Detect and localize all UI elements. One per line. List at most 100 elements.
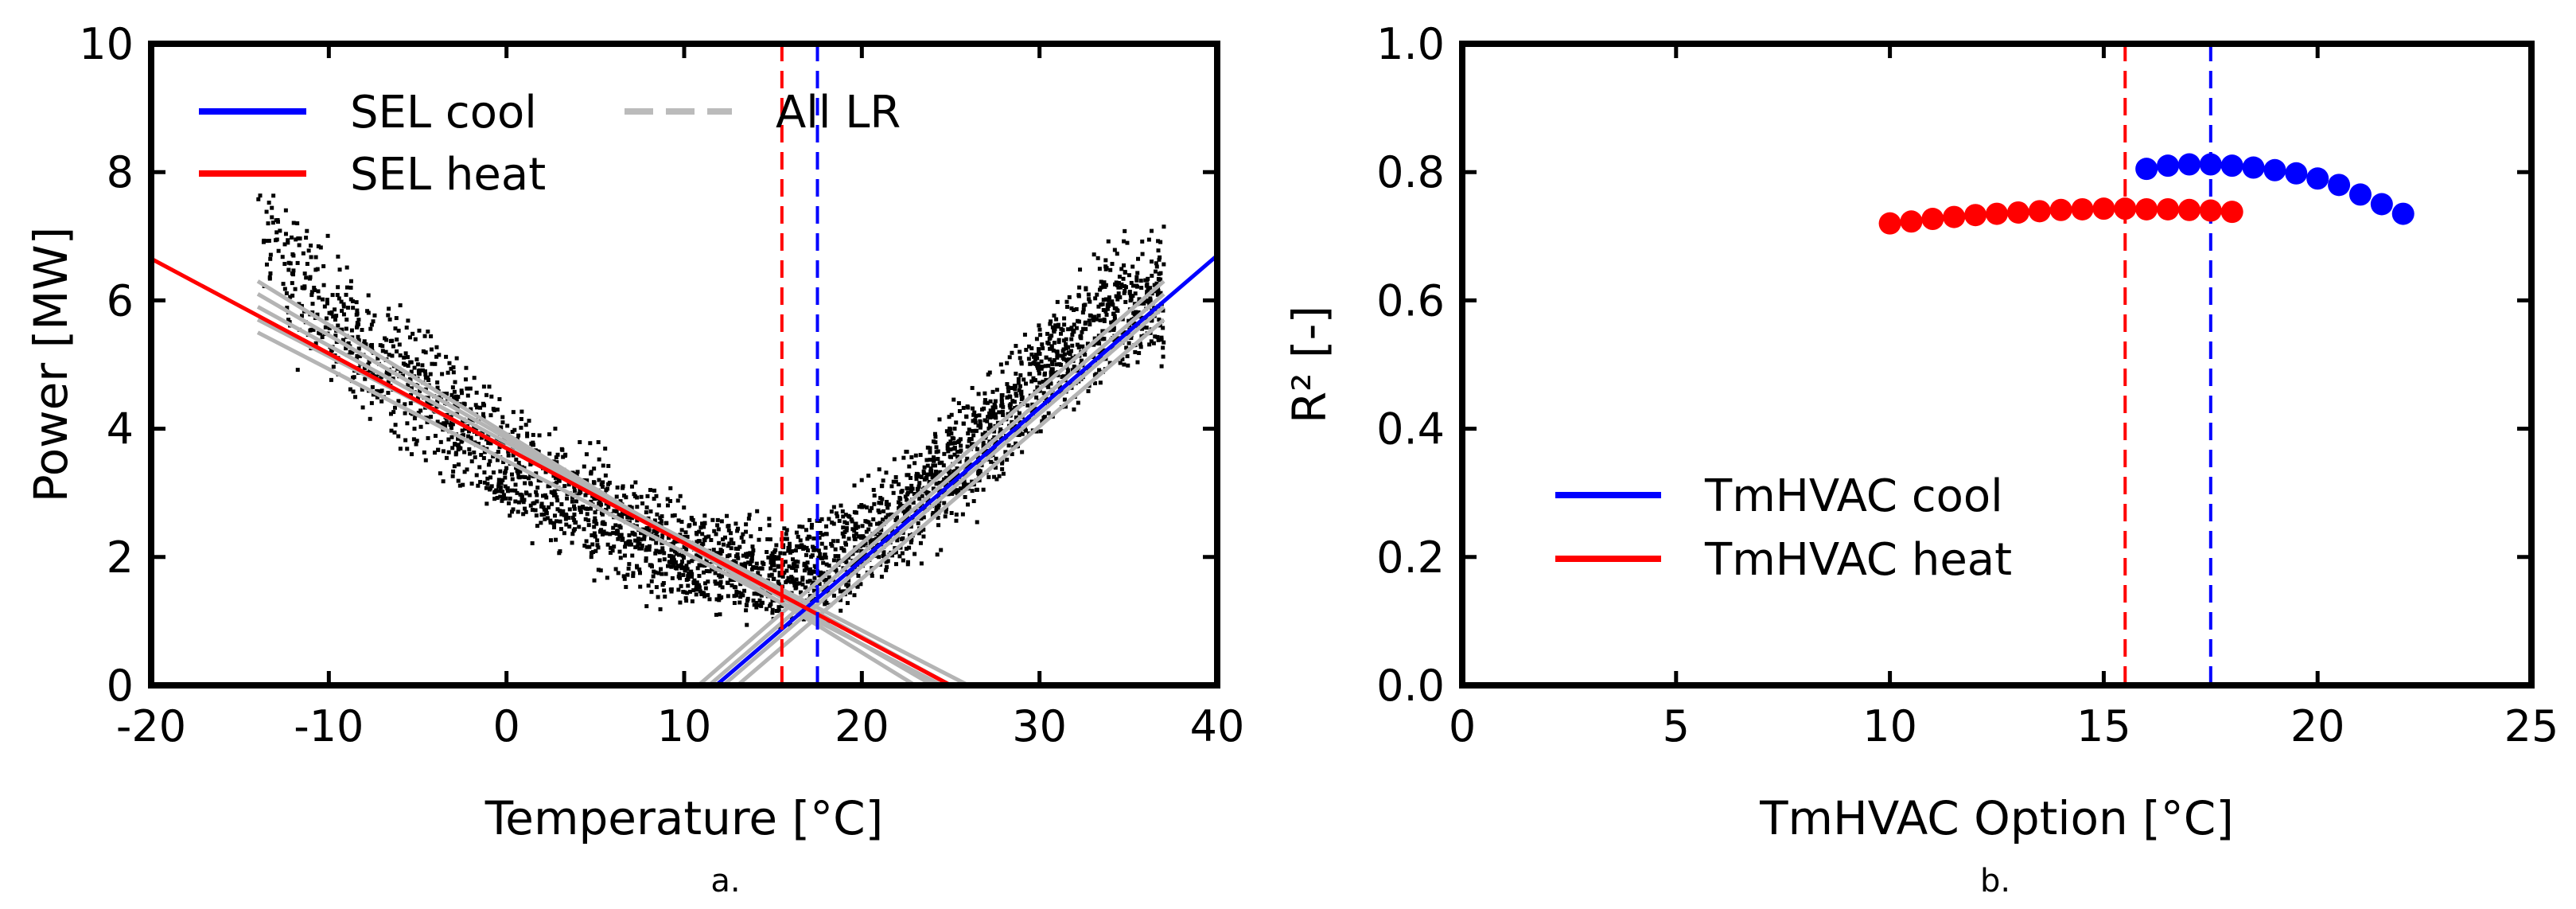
scatter-point	[943, 514, 948, 519]
scatter-point	[730, 583, 734, 587]
scatter-point	[715, 523, 720, 528]
scatter-point	[707, 569, 712, 574]
scatter-point	[718, 552, 723, 556]
scatter-point	[360, 387, 364, 392]
scatter-point	[905, 508, 909, 513]
scatter-point	[909, 454, 914, 459]
scatter-point	[647, 544, 652, 548]
scatter-point	[1120, 357, 1125, 361]
scatter-point	[632, 492, 636, 497]
scatter-point	[791, 566, 796, 571]
scatter-point	[847, 590, 852, 595]
scatter-point	[709, 537, 714, 542]
scatter-point	[572, 485, 577, 490]
scatter-point	[1157, 317, 1162, 322]
scatter-point	[446, 370, 450, 375]
scatter-point	[547, 505, 551, 509]
scatter-point	[627, 533, 632, 538]
scatter-point	[593, 534, 597, 539]
scatter-point	[842, 520, 847, 525]
scatter-point	[465, 386, 469, 391]
scatter-point	[1109, 320, 1114, 325]
scatter-point	[426, 377, 431, 382]
scatter-point	[1034, 337, 1039, 341]
scatter-point	[846, 513, 850, 518]
scatter-point	[386, 391, 391, 396]
scatter-point	[449, 426, 453, 431]
scatter-point	[504, 469, 508, 474]
scatter-point	[1076, 400, 1080, 405]
scatter-point	[485, 482, 490, 486]
scatter-point	[608, 532, 613, 536]
scatter-point	[811, 536, 816, 540]
scatter-point	[663, 521, 668, 525]
scatter-point	[364, 342, 368, 347]
scatter-point	[488, 487, 492, 492]
scatter-point	[589, 470, 593, 474]
scatter-point	[527, 476, 531, 481]
scatter-point	[1112, 337, 1117, 342]
scatter-point	[612, 544, 617, 549]
scatter-point	[622, 494, 627, 498]
scatter-point	[498, 485, 503, 490]
scatter-point	[484, 486, 488, 490]
scatter-point	[987, 423, 992, 427]
scatter-point	[751, 548, 756, 552]
scatter-point	[1161, 345, 1165, 350]
scatter-point	[784, 568, 789, 573]
scatter-point	[423, 458, 428, 462]
scatter-point	[987, 411, 992, 415]
scatter-point	[500, 498, 504, 503]
scatter-point	[601, 480, 605, 485]
scatter-point	[944, 509, 948, 514]
scatter-point	[672, 540, 677, 544]
scatter-point	[333, 334, 338, 338]
scatter-point	[702, 521, 707, 525]
scatter-point	[954, 518, 959, 523]
scatter-point	[683, 568, 687, 573]
scatter-point	[863, 541, 868, 546]
scatter-point	[654, 540, 659, 545]
x-tick-label: 0	[492, 701, 519, 751]
scatter-point	[409, 386, 414, 391]
scatter-point	[1129, 280, 1134, 285]
scatter-point	[938, 470, 943, 474]
scatter-point	[519, 416, 523, 421]
scatter-point	[804, 552, 809, 557]
scatter-point	[572, 489, 577, 494]
scatter-point	[1028, 361, 1033, 366]
scatter-point	[362, 366, 367, 371]
scatter-point	[941, 463, 946, 468]
scatter-point	[737, 590, 741, 595]
scatter-point	[411, 437, 416, 442]
scatter-point	[1005, 382, 1010, 387]
x-tick-label: -20	[116, 701, 186, 751]
scatter-point	[1154, 281, 1159, 286]
scatter-point	[656, 595, 660, 599]
scatter-point	[411, 331, 415, 336]
scatter-point	[435, 400, 440, 404]
scatter-point	[757, 537, 761, 542]
panel-b-r2-vs-option: 0 5 10 15 20 250.00.20.40.60.81.0 TmHVAC cool…	[1282, 19, 2558, 899]
scatter-point	[1080, 344, 1085, 349]
scatter-point	[629, 484, 634, 489]
scatter-point	[781, 536, 786, 541]
scatter-point	[297, 302, 302, 306]
scatter-point	[617, 513, 621, 517]
scatter-point	[682, 534, 687, 539]
scatter-point	[1112, 314, 1117, 318]
scatter-point	[986, 415, 990, 419]
scatter-point	[901, 509, 906, 513]
scatter-point	[441, 449, 446, 454]
scatter-point	[821, 571, 826, 575]
scatter-point	[660, 536, 664, 541]
scatter-point	[525, 431, 530, 436]
scatter-point	[497, 396, 502, 401]
scatter-point	[936, 503, 941, 508]
scatter-point	[1069, 349, 1074, 353]
scatter-point	[945, 447, 950, 451]
scatter-point	[472, 376, 477, 380]
scatter-point	[845, 521, 850, 525]
scatter-point	[1154, 269, 1158, 274]
scatter-point	[1000, 409, 1005, 414]
